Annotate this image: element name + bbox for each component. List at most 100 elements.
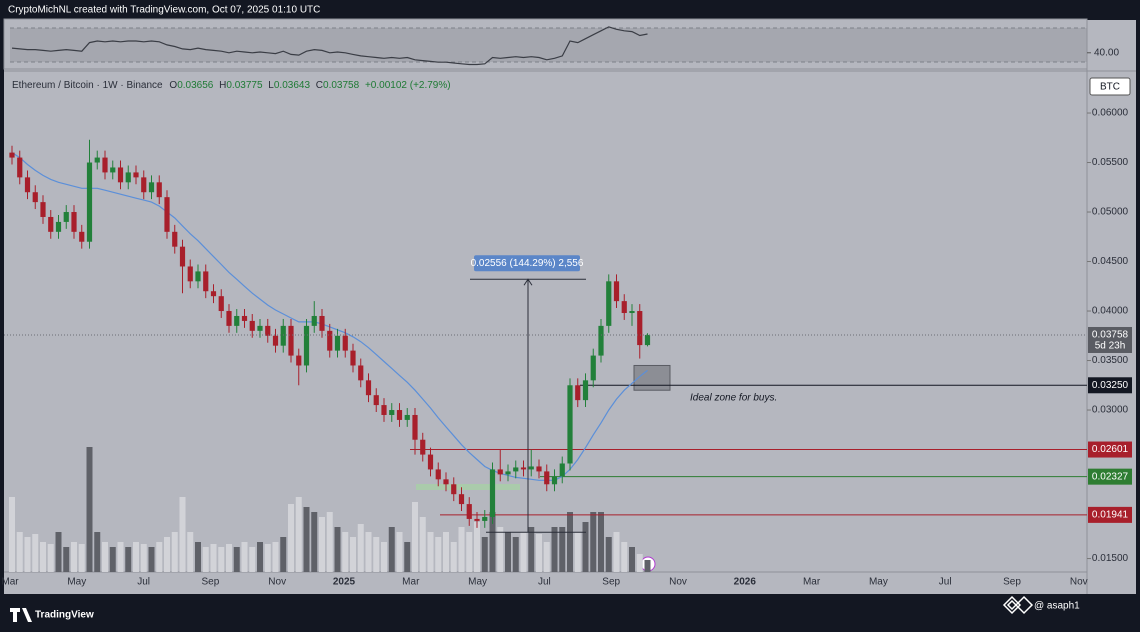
volume-bar <box>9 497 15 572</box>
volume-bar <box>280 537 287 572</box>
y-tick-label: 0.04000 <box>1092 306 1129 317</box>
volume-bar <box>16 532 23 572</box>
countdown: 5d 23h <box>1095 341 1126 352</box>
candle-body <box>71 212 77 232</box>
change: +0.00102 (+2.79%) <box>365 80 451 91</box>
volume-bar <box>24 537 31 572</box>
candle-body <box>241 315 248 321</box>
candle-body <box>334 335 341 351</box>
volume-bar <box>125 547 132 572</box>
candle-body <box>86 162 93 242</box>
volume-bar <box>644 560 651 572</box>
candle-body <box>187 266 193 282</box>
volume-bar <box>350 537 356 572</box>
candle-body <box>55 221 62 232</box>
candle-body <box>520 467 527 470</box>
volume-bar <box>311 512 318 572</box>
ohlc-value: 0.03656 <box>177 80 214 91</box>
candle-body <box>102 157 108 173</box>
measure-arrowhead <box>523 278 533 286</box>
x-tick-label: Jul <box>939 577 952 588</box>
brand-logo <box>10 608 32 622</box>
volume-bar <box>171 532 178 572</box>
volume-bar <box>435 537 442 572</box>
candle-body <box>24 177 31 193</box>
volume-bar <box>86 447 93 572</box>
level-badge <box>1088 506 1132 523</box>
volume-bar <box>164 537 170 572</box>
x-tick-label: Nov <box>1070 577 1088 588</box>
y-tick-label: 0.03000 <box>1092 405 1129 416</box>
volume-bar <box>179 497 186 572</box>
volume-bar <box>272 542 279 572</box>
candle-body <box>458 494 465 505</box>
volume-bar <box>582 522 589 572</box>
y-tick-label: 0.05500 <box>1092 157 1129 168</box>
level-badge <box>1088 468 1132 485</box>
volume-bar <box>295 497 302 572</box>
volume-bar <box>117 542 124 572</box>
brand: TradingView <box>35 610 94 621</box>
volume-bar <box>156 542 163 572</box>
candle-body <box>319 315 325 331</box>
volume-bar <box>365 532 372 572</box>
candle-body <box>489 469 496 517</box>
volume-bar <box>133 542 139 572</box>
x-tick-label: May <box>869 577 888 588</box>
volume-bar <box>419 517 426 572</box>
candle-body <box>48 216 54 232</box>
candle-body <box>505 471 511 475</box>
candle-body <box>195 271 201 282</box>
candle-body <box>575 385 581 401</box>
volume-bar <box>621 542 628 572</box>
volume-bar <box>388 527 395 572</box>
level-label: 0.02327 <box>1092 471 1129 482</box>
candle-body <box>148 182 155 193</box>
volume-bar <box>140 544 147 572</box>
volume-bar <box>47 544 54 572</box>
candle-body <box>637 311 643 346</box>
volume-bar <box>613 532 620 572</box>
candle-body <box>451 484 457 495</box>
candle-body <box>288 325 294 356</box>
plot: 40.00 0.06000 0.05500 0.05000 0.04500 0.04000… <box>1 26 1132 588</box>
measure-label: 0.02556 (144.29%) 2,556 <box>471 258 584 269</box>
candle-body <box>373 395 379 406</box>
volume-bar <box>342 532 349 572</box>
x-tick-label: May <box>468 577 487 588</box>
volume-bar <box>505 532 511 572</box>
candle-body <box>644 334 651 346</box>
candle-body <box>164 197 170 232</box>
range-highlight <box>416 484 520 490</box>
volume-bar <box>412 502 418 572</box>
candle-body <box>567 385 573 464</box>
volume-bar <box>288 504 294 572</box>
candle-body <box>280 325 286 346</box>
volume-bar <box>202 547 209 572</box>
candle-body <box>272 335 279 346</box>
annotation: Ideal zone for buys. <box>690 393 777 404</box>
candle-body <box>265 325 271 336</box>
candle-body <box>179 246 186 267</box>
x-tick-label: Jul <box>538 577 551 588</box>
candle-body <box>381 405 387 415</box>
candle-body <box>94 157 100 163</box>
volume-bar <box>148 547 155 572</box>
candle-body <box>234 315 240 326</box>
candle-body <box>389 410 395 415</box>
candle-body <box>412 414 418 440</box>
candle-body <box>435 469 441 480</box>
volume-bar <box>427 532 434 572</box>
volume-bar <box>218 547 225 572</box>
candle-body <box>257 325 263 331</box>
candle-body <box>551 476 558 485</box>
volume-bar <box>520 532 527 572</box>
candle-body <box>613 281 620 302</box>
y-tick-label: 0.05000 <box>1092 207 1129 218</box>
candle-body <box>117 167 124 183</box>
candle-body <box>536 466 542 472</box>
volume-bar <box>32 534 39 572</box>
volume-bar <box>55 532 62 572</box>
level-badge <box>1088 441 1132 458</box>
volume-bar <box>249 547 256 572</box>
